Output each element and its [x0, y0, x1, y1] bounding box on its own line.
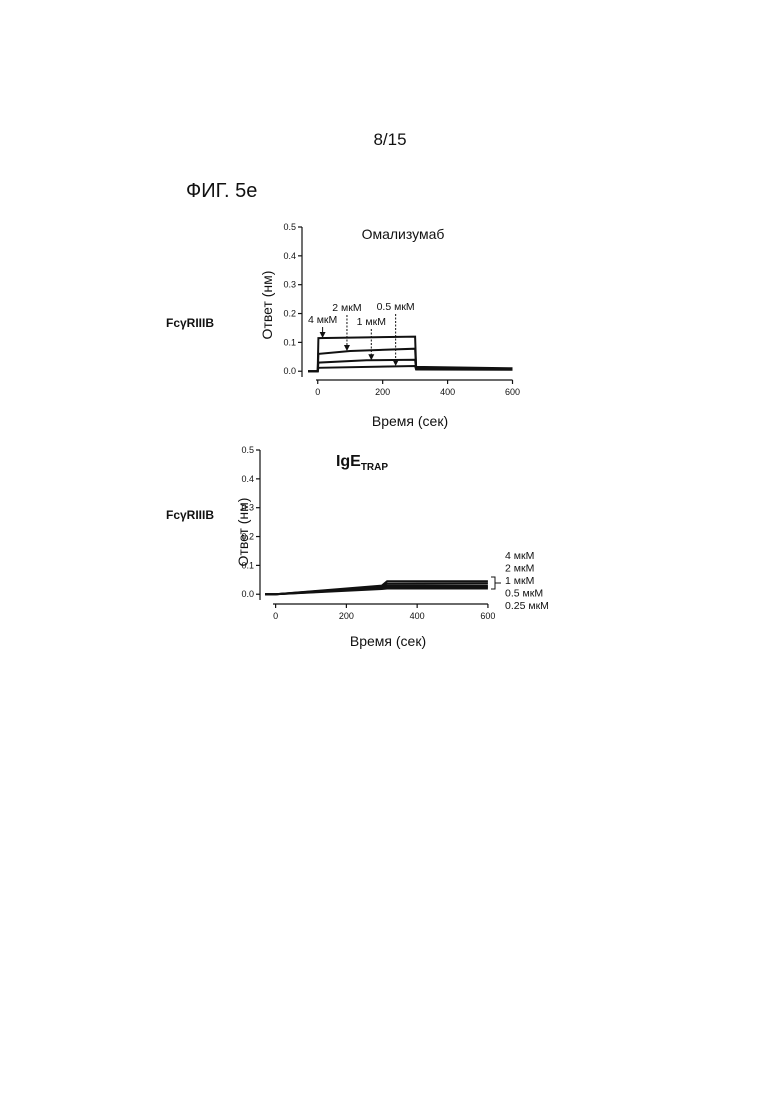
igetrap-chart: IgETRAP Время (сек) Ответ (нм) 0.00.10.2…: [230, 440, 570, 655]
legend-entry: 2 мкМ: [505, 563, 534, 575]
y-tick-label: 0.4: [241, 474, 254, 484]
y-tick-label: 0.0: [241, 589, 254, 599]
legend-entry: 0.5 мкМ: [505, 588, 543, 600]
y-tick-label: 0.3: [241, 503, 254, 513]
annotations: 4 мкМ2 мкМ 1 мкМ 0.5 мкМ: [308, 301, 415, 366]
row-label-1: FcγRIIIB: [166, 316, 214, 330]
title-main: IgE: [336, 453, 361, 470]
series: [265, 581, 488, 594]
y-tick-label: 0.0: [283, 366, 296, 376]
y-tick-label: 0.1: [241, 560, 254, 570]
legend-bracket: [491, 577, 501, 589]
legend: 4 мкМ2 мкМ1 мкМ0.5 мкМ0.25 мкМ: [491, 550, 549, 612]
x-axis-label: Время (сек): [372, 413, 448, 429]
y-tick-label: 0.5: [283, 222, 296, 232]
concentration-label: 2 мкМ: [332, 302, 361, 314]
row-label-2: FcγRIIIB: [166, 508, 214, 522]
y-tick-label: 0.2: [283, 309, 296, 319]
legend-entry: 0.25 мкМ: [505, 600, 549, 612]
x-tick-label: 600: [480, 611, 495, 621]
x-tick-label: 400: [410, 611, 425, 621]
page-number: 8/15: [360, 130, 420, 150]
x-tick-label: 400: [440, 387, 455, 397]
figure-title: ФИГ. 5е: [186, 180, 257, 203]
x-tick-label: 600: [505, 387, 520, 397]
legend-entry: 4 мкМ: [505, 550, 534, 562]
concentration-label: 4 мкМ: [308, 314, 337, 326]
legend-entry: 1 мкМ: [505, 575, 534, 587]
y-tick-label: 0.4: [283, 251, 296, 261]
x-tick-label: 200: [339, 611, 354, 621]
chart-title: IgETRAP: [336, 453, 388, 473]
y-tick-label: 0.1: [283, 337, 296, 347]
y-tick-label: 0.3: [283, 280, 296, 290]
x-tick-label: 200: [375, 387, 390, 397]
omalizumab-chart: Омализумаб Время (сек) Ответ (нм) 0.0 0.1…: [250, 215, 540, 435]
annotation-arrowhead: [393, 360, 399, 366]
x-tick-label: 0: [273, 611, 278, 621]
chart-title: Омализумаб: [362, 226, 445, 242]
concentration-label: 0.5 мкМ: [377, 301, 415, 313]
x-axis-label: Время (сек): [350, 633, 426, 649]
y-axis-label: Ответ (нм): [259, 271, 275, 340]
y-tick-label: 0.2: [241, 532, 254, 542]
y-tick-label: 0.5: [241, 445, 254, 455]
series: [308, 337, 513, 372]
title-subscript: TRAP: [361, 462, 389, 473]
x-tick-label: 0: [315, 387, 320, 397]
concentration-label: 1 мкМ: [357, 316, 386, 328]
